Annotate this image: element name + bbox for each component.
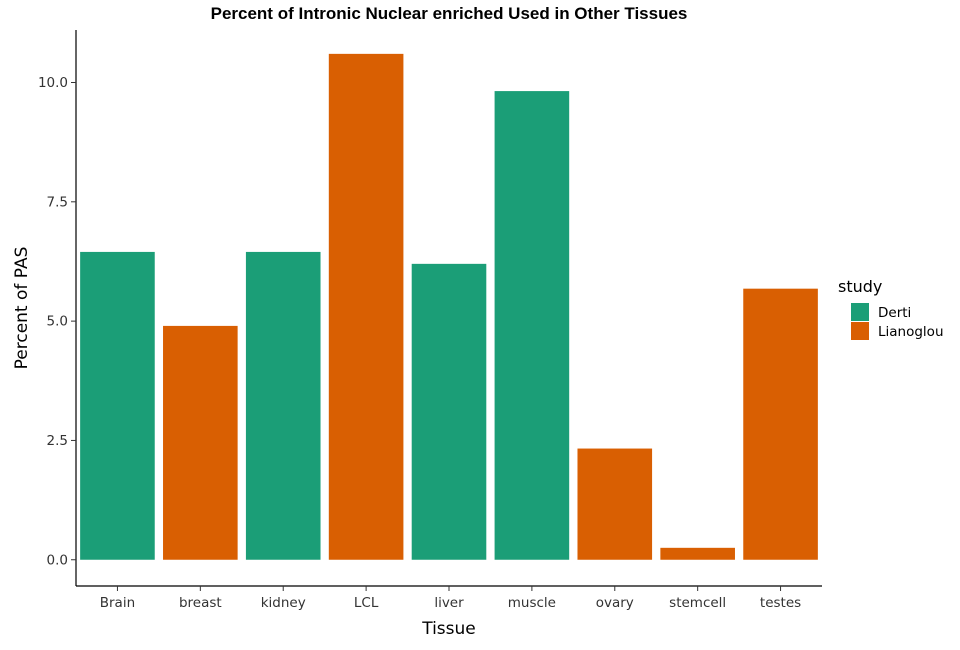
legend-title: study <box>838 277 882 296</box>
bar-testes <box>743 288 818 560</box>
x-tick-label: Brain <box>100 595 135 611</box>
x-axis-ticks: Brain breast kidney LCL liver muscle ovary stem… <box>100 586 801 611</box>
bar-lcl <box>328 53 404 560</box>
x-tick-label: liver <box>434 595 464 611</box>
y-tick-label: 5.0 <box>47 314 68 330</box>
legend-label-lianoglou: Lianoglou <box>878 324 944 340</box>
x-axis-title: Tissue <box>421 619 476 639</box>
y-tick-label: 0.0 <box>47 552 68 568</box>
x-tick-label: breast <box>179 595 222 611</box>
y-axis-ticks: 0.0 2.5 5.0 7.5 10.0 <box>38 75 76 568</box>
bar-breast <box>163 325 238 560</box>
y-axis-title: Percent of PAS <box>12 247 32 370</box>
x-tick-label: kidney <box>261 595 306 611</box>
bar-kidney <box>245 251 321 560</box>
bars-layer <box>80 53 818 560</box>
bar-muscle <box>494 91 570 560</box>
x-tick-label: testes <box>760 595 801 611</box>
x-tick-label: ovary <box>596 595 634 611</box>
legend: study Derti Lianoglou <box>838 277 944 340</box>
bar-ovary <box>577 448 653 560</box>
x-tick-label: LCL <box>354 595 379 611</box>
legend-swatch-lianoglou <box>851 322 869 340</box>
chart-title: Percent of Intronic Nuclear enriched Use… <box>211 4 688 23</box>
x-tick-label: muscle <box>508 595 556 611</box>
y-tick-label: 10.0 <box>38 75 68 91</box>
y-tick-label: 7.5 <box>47 194 68 210</box>
legend-label-derti: Derti <box>878 305 911 321</box>
bar-stemcell <box>660 547 735 560</box>
legend-swatch-derti <box>851 303 869 321</box>
y-tick-label: 2.5 <box>47 433 68 449</box>
x-tick-label: stemcell <box>669 595 726 611</box>
bar-brain <box>80 251 155 560</box>
bar-liver <box>411 263 487 560</box>
